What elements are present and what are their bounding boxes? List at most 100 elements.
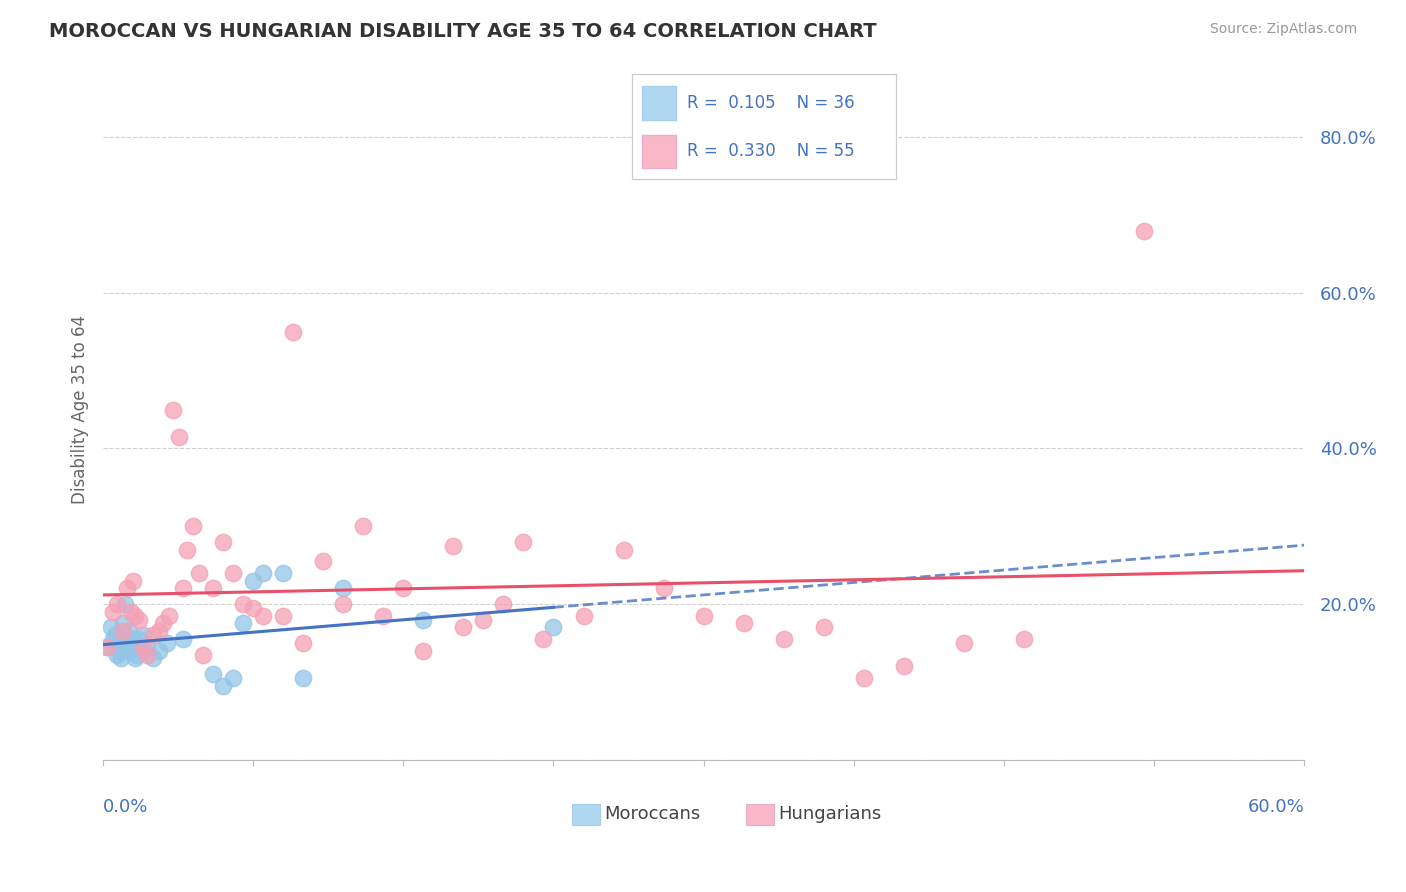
Point: [772, 632, 794, 646]
Point: [172, 632, 194, 646]
Point: [120, 636, 142, 650]
Point: [242, 574, 264, 588]
Point: [441, 539, 464, 553]
Point: [115, 582, 138, 596]
Point: [543, 620, 565, 634]
Point: [242, 601, 264, 615]
Point: [162, 402, 184, 417]
Point: [292, 636, 315, 650]
Point: [222, 671, 245, 685]
Bar: [571, 804, 600, 825]
Text: Hungarians: Hungarians: [778, 805, 882, 823]
Point: [105, 597, 128, 611]
Point: [176, 542, 198, 557]
Point: [1012, 632, 1035, 646]
Point: [114, 597, 136, 611]
Point: [953, 636, 976, 650]
Point: [292, 671, 315, 685]
Point: [332, 597, 354, 611]
Point: [96, 640, 118, 654]
Point: [271, 608, 294, 623]
Point: [124, 651, 146, 665]
Point: [110, 632, 132, 646]
Point: [373, 608, 395, 623]
Text: 60.0%: 60.0%: [1247, 798, 1305, 816]
Point: [128, 613, 150, 627]
Point: [232, 597, 254, 611]
Point: [110, 651, 132, 665]
Point: [100, 620, 122, 634]
Point: [222, 566, 245, 580]
Point: [813, 620, 835, 634]
Point: [101, 632, 124, 646]
Point: [167, 430, 190, 444]
Point: [148, 644, 170, 658]
Point: [193, 648, 215, 662]
Point: [212, 679, 235, 693]
Point: [352, 519, 374, 533]
Point: [136, 640, 159, 654]
Point: [120, 605, 142, 619]
Point: [118, 624, 141, 639]
Point: [105, 648, 128, 662]
Point: [852, 671, 875, 685]
Point: [252, 608, 274, 623]
Point: [156, 636, 179, 650]
Bar: [745, 804, 775, 825]
Point: [152, 616, 174, 631]
Point: [188, 566, 211, 580]
Point: [129, 640, 152, 654]
Point: [142, 628, 165, 642]
Text: MOROCCAN VS HUNGARIAN DISABILITY AGE 35 TO 64 CORRELATION CHART: MOROCCAN VS HUNGARIAN DISABILITY AGE 35 …: [49, 22, 877, 41]
Point: [692, 608, 714, 623]
Point: [122, 632, 145, 646]
Point: [112, 624, 135, 639]
Point: [104, 628, 127, 642]
Text: Source: ZipAtlas.com: Source: ZipAtlas.com: [1209, 22, 1357, 37]
Point: [108, 644, 131, 658]
Point: [202, 582, 225, 596]
Point: [172, 582, 194, 596]
Point: [101, 605, 124, 619]
Point: [232, 616, 254, 631]
Y-axis label: Disability Age 35 to 64: Disability Age 35 to 64: [72, 315, 89, 504]
Point: [453, 620, 475, 634]
Point: [202, 667, 225, 681]
Point: [612, 542, 634, 557]
Point: [181, 519, 204, 533]
Point: [122, 574, 145, 588]
Point: [212, 534, 235, 549]
Text: Moroccans: Moroccans: [605, 805, 700, 823]
Point: [412, 644, 434, 658]
Point: [148, 624, 170, 639]
Point: [112, 616, 135, 631]
Point: [118, 644, 141, 658]
Point: [893, 659, 915, 673]
Point: [392, 582, 415, 596]
Point: [572, 608, 595, 623]
Point: [533, 632, 555, 646]
Point: [132, 628, 155, 642]
Point: [127, 648, 149, 662]
Point: [124, 608, 146, 623]
Point: [142, 651, 165, 665]
Point: [492, 597, 515, 611]
Point: [283, 325, 305, 339]
Point: [312, 554, 335, 568]
Point: [96, 640, 118, 654]
Point: [252, 566, 274, 580]
Text: 0.0%: 0.0%: [103, 798, 149, 816]
Point: [115, 640, 138, 654]
Point: [733, 616, 755, 631]
Point: [412, 613, 434, 627]
Point: [132, 640, 155, 654]
Point: [128, 632, 150, 646]
Point: [271, 566, 294, 580]
Point: [652, 582, 675, 596]
Point: [512, 534, 534, 549]
Point: [136, 648, 159, 662]
Point: [1133, 224, 1156, 238]
Point: [472, 613, 495, 627]
Point: [332, 582, 354, 596]
Point: [157, 608, 180, 623]
